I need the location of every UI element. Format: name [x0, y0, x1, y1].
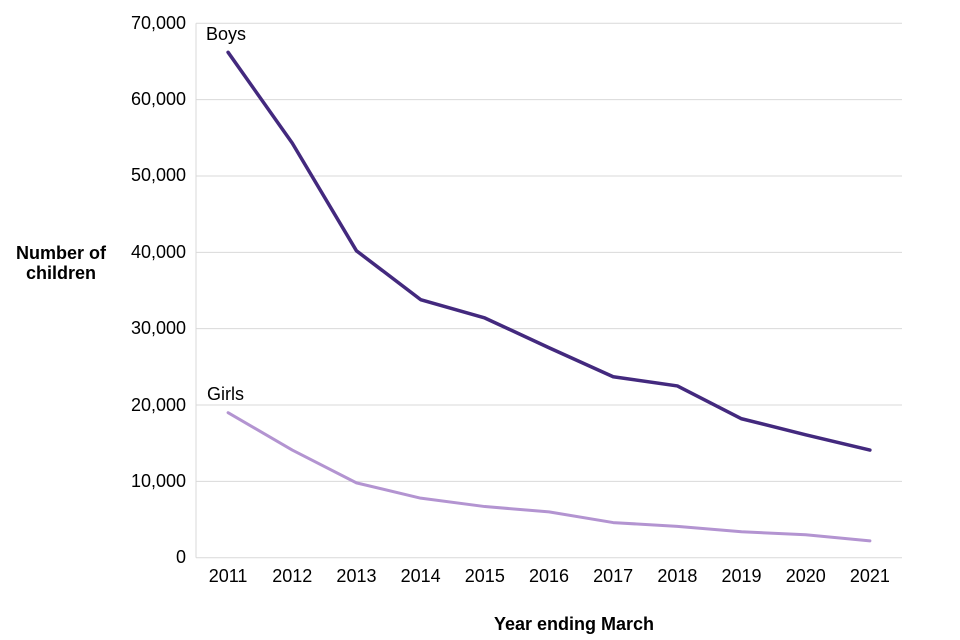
y-tick-label: 40,000 — [130, 241, 186, 262]
x-tick-label: 2011 — [208, 566, 248, 586]
x-tick-label: 2012 — [272, 566, 313, 586]
x-tick-label: 2015 — [464, 566, 505, 586]
y-tick-label: 60,000 — [130, 89, 186, 110]
y-tick-label: 70,000 — [130, 12, 186, 33]
x-tick-label: 2019 — [721, 566, 762, 586]
y-tick-label: 50,000 — [130, 165, 186, 186]
y-axis-title: Number of children — [16, 243, 106, 283]
series-label-girls: Girls — [207, 384, 244, 404]
series-line-boys — [226, 50, 872, 452]
x-tick-label: 2013 — [336, 566, 377, 586]
x-tick-label: 2018 — [657, 566, 698, 586]
x-tick-label: 2017 — [593, 566, 634, 586]
y-tick-label: 10,000 — [130, 470, 186, 491]
x-tick-label: 2021 — [849, 566, 890, 586]
series-line-girls — [226, 411, 872, 543]
x-tick-label: 2014 — [400, 566, 441, 586]
y-tick-label: 30,000 — [130, 318, 186, 339]
x-tick-label: 2016 — [528, 566, 570, 586]
series-label-boys: Boys — [206, 24, 247, 44]
x-axis-title: Year ending March — [493, 614, 655, 634]
y-tick-label: 20,000 — [130, 394, 186, 415]
x-tick-label: 2020 — [785, 566, 826, 586]
y-tick-label: 0 — [175, 547, 186, 568]
